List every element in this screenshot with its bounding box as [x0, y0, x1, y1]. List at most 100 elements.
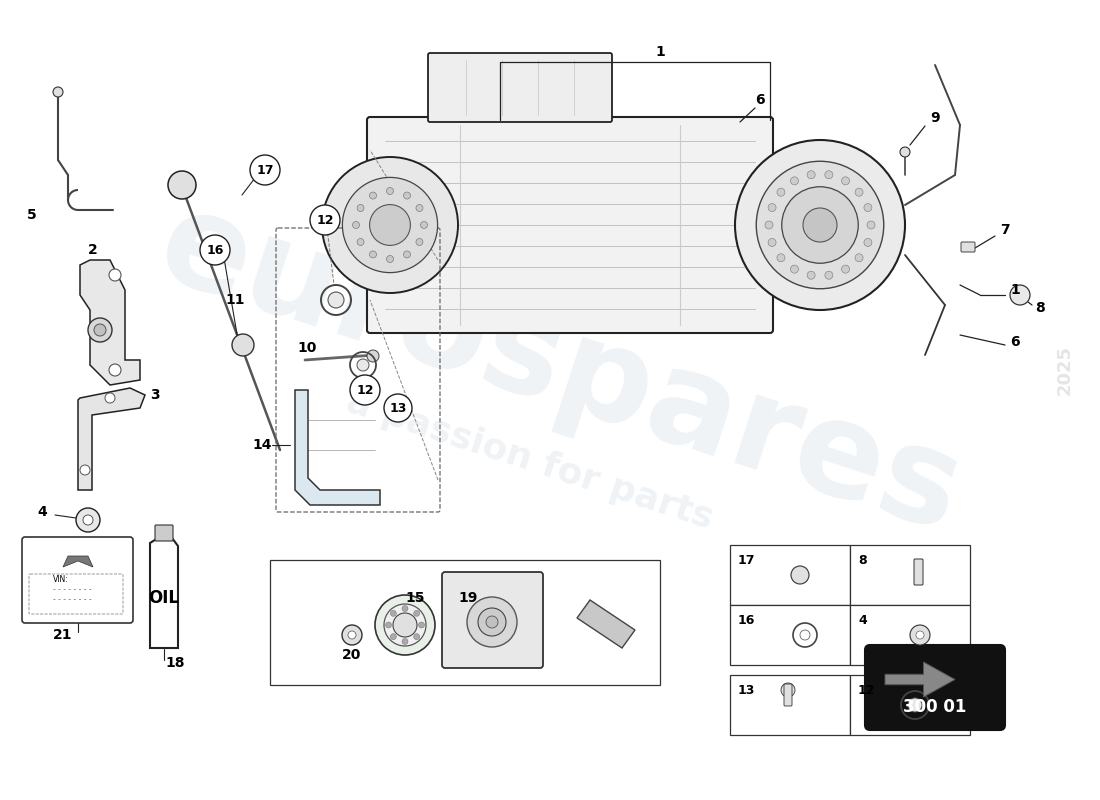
Polygon shape	[80, 260, 140, 385]
Text: 16: 16	[738, 614, 756, 626]
Text: 4: 4	[858, 614, 867, 626]
Circle shape	[232, 334, 254, 356]
Circle shape	[393, 613, 417, 637]
Circle shape	[782, 186, 858, 263]
Text: 11: 11	[226, 293, 244, 307]
Circle shape	[104, 393, 116, 403]
Text: 20: 20	[342, 648, 362, 662]
Text: 15: 15	[405, 591, 425, 605]
Polygon shape	[886, 662, 955, 697]
Polygon shape	[295, 390, 380, 505]
FancyBboxPatch shape	[961, 242, 975, 252]
Polygon shape	[150, 538, 178, 648]
Circle shape	[842, 177, 849, 185]
Circle shape	[88, 318, 112, 342]
Circle shape	[791, 265, 799, 273]
Text: 6: 6	[1010, 335, 1020, 349]
Circle shape	[385, 622, 392, 628]
Text: 21: 21	[53, 628, 73, 642]
Circle shape	[168, 171, 196, 199]
Circle shape	[842, 265, 849, 273]
Circle shape	[370, 205, 410, 246]
Circle shape	[478, 608, 506, 636]
Text: 6: 6	[756, 93, 764, 107]
Text: 8: 8	[1035, 301, 1045, 315]
Circle shape	[404, 192, 410, 199]
Circle shape	[825, 271, 833, 279]
Circle shape	[94, 324, 106, 336]
Circle shape	[386, 255, 394, 262]
Circle shape	[402, 638, 408, 645]
Circle shape	[370, 251, 376, 258]
Circle shape	[390, 634, 396, 640]
Circle shape	[352, 222, 360, 229]
Circle shape	[342, 625, 362, 645]
Circle shape	[468, 597, 517, 647]
Text: VIN:: VIN:	[53, 575, 68, 585]
Circle shape	[768, 238, 777, 246]
Circle shape	[855, 254, 864, 262]
Circle shape	[358, 205, 364, 211]
Circle shape	[414, 610, 420, 616]
FancyBboxPatch shape	[155, 525, 173, 541]
Circle shape	[384, 394, 412, 422]
Text: 300 01: 300 01	[903, 698, 967, 716]
Text: eurospares: eurospares	[143, 181, 977, 559]
Text: 13: 13	[738, 683, 756, 697]
FancyBboxPatch shape	[850, 675, 970, 735]
Polygon shape	[78, 388, 145, 490]
FancyBboxPatch shape	[442, 572, 543, 668]
Text: 2: 2	[88, 243, 98, 257]
FancyBboxPatch shape	[428, 53, 612, 122]
Text: 2025: 2025	[1056, 345, 1074, 395]
Text: 17: 17	[256, 163, 274, 177]
Polygon shape	[578, 600, 635, 648]
Circle shape	[855, 188, 864, 196]
Text: 3: 3	[151, 388, 160, 402]
Circle shape	[764, 221, 773, 229]
Circle shape	[791, 177, 799, 185]
Circle shape	[358, 238, 364, 246]
FancyBboxPatch shape	[850, 545, 970, 605]
Circle shape	[825, 170, 833, 178]
Text: 1: 1	[656, 45, 664, 59]
Circle shape	[310, 205, 340, 235]
Circle shape	[82, 515, 94, 525]
Circle shape	[807, 170, 815, 178]
Circle shape	[53, 87, 63, 97]
Text: 19: 19	[459, 591, 477, 605]
Circle shape	[348, 631, 356, 639]
Circle shape	[200, 235, 230, 265]
Circle shape	[791, 566, 808, 584]
Text: 1: 1	[1010, 283, 1020, 297]
Text: 8: 8	[858, 554, 867, 566]
Circle shape	[1010, 285, 1030, 305]
Circle shape	[416, 205, 422, 211]
Circle shape	[900, 147, 910, 157]
Text: 4: 4	[37, 505, 47, 519]
Circle shape	[414, 634, 420, 640]
Circle shape	[350, 375, 380, 405]
FancyBboxPatch shape	[730, 545, 850, 605]
Text: - - - - - - - -: - - - - - - - -	[53, 595, 91, 605]
Circle shape	[807, 271, 815, 279]
FancyBboxPatch shape	[865, 645, 1005, 730]
Text: 10: 10	[297, 341, 317, 355]
Circle shape	[781, 683, 795, 697]
Circle shape	[864, 203, 872, 211]
Text: 14: 14	[252, 438, 272, 452]
FancyBboxPatch shape	[730, 675, 850, 735]
Circle shape	[375, 595, 434, 655]
Text: OIL: OIL	[148, 589, 179, 607]
Text: 5: 5	[28, 208, 37, 222]
Circle shape	[486, 616, 498, 628]
Circle shape	[420, 222, 428, 229]
Circle shape	[386, 187, 394, 194]
Circle shape	[800, 630, 810, 640]
FancyBboxPatch shape	[730, 605, 850, 665]
Circle shape	[76, 508, 100, 532]
Text: 9: 9	[931, 111, 939, 125]
Circle shape	[908, 698, 922, 712]
Text: - - - - - - - -: - - - - - - - -	[53, 586, 91, 594]
Text: a passion for parts: a passion for parts	[342, 385, 717, 535]
